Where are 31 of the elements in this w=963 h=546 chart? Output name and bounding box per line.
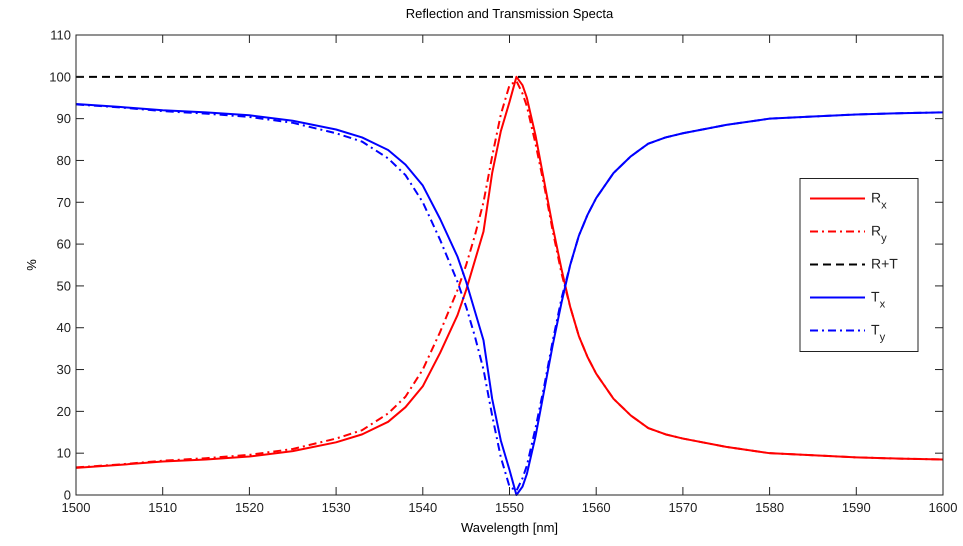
y-tick-label: 80 (56, 152, 71, 168)
y-axis-title: % (24, 258, 39, 271)
y-tick-label: 50 (56, 278, 71, 294)
x-tick-label: 1600 (928, 500, 958, 515)
y-tick-label: 60 (56, 236, 71, 252)
x-tick-label: 1540 (408, 500, 438, 515)
y-tick-label: 30 (56, 362, 71, 378)
x-tick-label: 1560 (582, 500, 611, 515)
y-tick-label: 100 (49, 69, 71, 84)
x-tick-label: 1570 (668, 500, 698, 515)
x-axis-title: Wavelength [nm] (460, 520, 558, 535)
legend-label: T$_{y}$ (871, 322, 886, 344)
x-tick-label: 1580 (755, 500, 784, 515)
legend-label: R$_{y}$ (871, 222, 888, 244)
y-tick-label: 90 (56, 111, 71, 126)
x-tick-label: 1550 (495, 500, 524, 515)
y-tick-label: 20 (56, 404, 71, 419)
x-tick-label: 1590 (842, 500, 871, 515)
legend-label: R+T (871, 256, 898, 272)
y-tick-label: 70 (56, 194, 71, 210)
y-tick-label: 110 (50, 28, 71, 42)
x-tick-label: 1500 (62, 500, 90, 515)
y-tick-label: 0 (64, 488, 71, 502)
x-tick-label: 1510 (148, 500, 178, 515)
chart-title: Reflection and Transmission Specta (406, 6, 614, 21)
legend-label: R$_{x}$ (871, 190, 888, 212)
x-tick-label: 1520 (234, 500, 264, 515)
y-tick-label: 40 (56, 320, 71, 336)
x-tick-label: 1530 (322, 500, 351, 515)
legend-label: T$_{x}$ (871, 288, 886, 310)
y-tick-label: 10 (56, 446, 71, 461)
